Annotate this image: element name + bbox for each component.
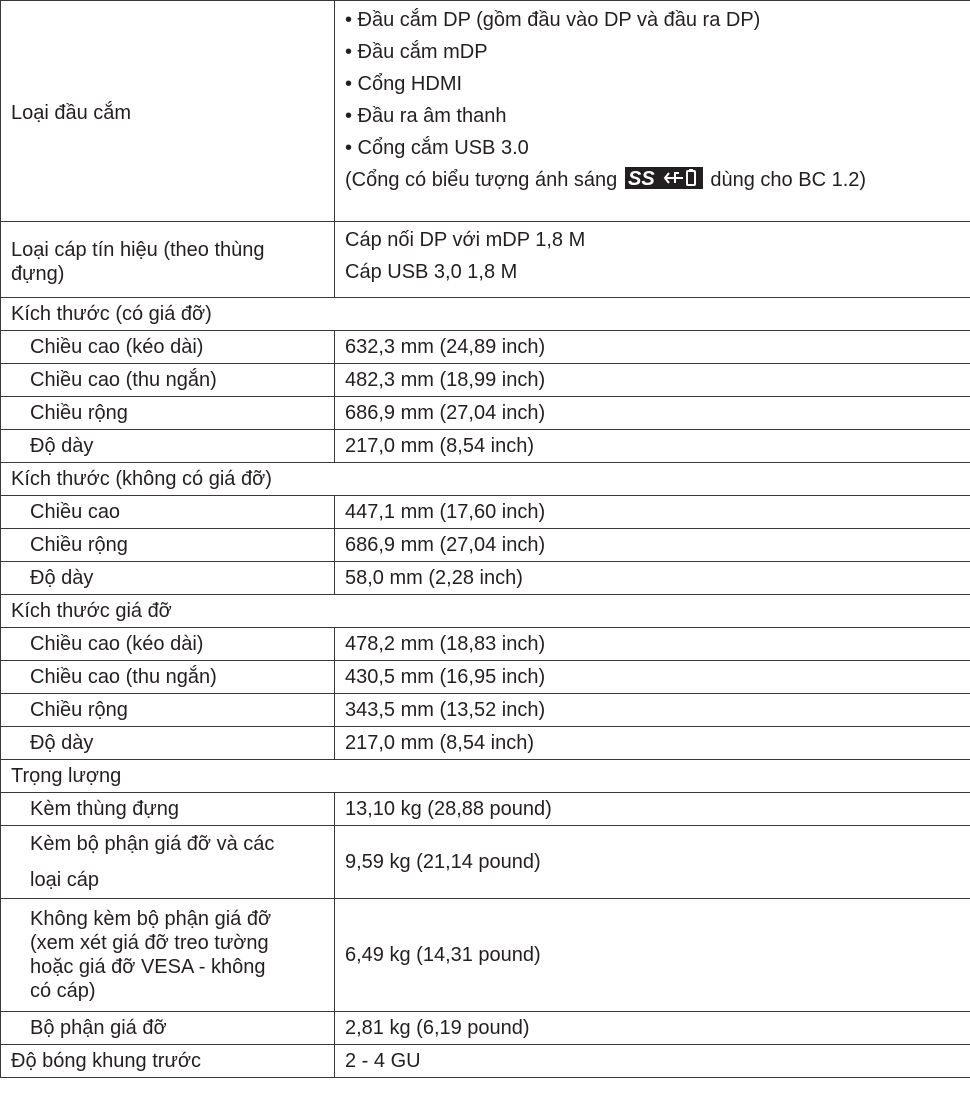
table-row: Không kèm bộ phận giá đỡ (xem xét giá đỡ… (0, 898, 970, 1012)
weight-with-stand-label: Kèm bộ phận giá đỡ và các loại cáp (0, 825, 335, 899)
connector-type-value: • Đầu cắm DP (gồm đầu vào DP và đầu ra D… (334, 0, 970, 222)
table-row: Chiều cao 447,1 mm (17,60 inch) (0, 495, 970, 529)
usb-ss-battery-icon: SS (624, 167, 703, 189)
table-row: Độ dày 58,0 mm (2,28 inch) (0, 561, 970, 595)
table-row: Loại đầu cắm • Đầu cắm DP (gồm đầu vào D… (0, 0, 970, 222)
connector-item: • Cổng HDMI (345, 73, 463, 95)
table-row: Kèm bộ phận giá đỡ và các loại cáp 9,59 … (0, 825, 970, 899)
signal-cable-value: Cáp nối DP với mDP 1,8 M Cáp USB 3,0 1,8… (334, 221, 970, 298)
table-row: Chiều cao (thu ngắn) 430,5 mm (16,95 inc… (0, 660, 970, 694)
table-row: Chiều rộng 686,9 mm (27,04 inch) (0, 528, 970, 562)
table-row: Kích thước giá đỡ (0, 594, 970, 628)
signal-cable-label: Loại cáp tín hiệu (theo thùng đựng) (0, 221, 335, 298)
usb-ss-icon-text: SS (628, 168, 655, 189)
weight-header: Trọng lượng (0, 759, 970, 793)
front-frame-gloss-value: 2 - 4 GU (334, 1044, 970, 1078)
connector-note: (Cổng có biểu tượng ánh sáng SS dùng cho… (345, 164, 970, 196)
table-row: Độ dày 217,0 mm (8,54 inch) (0, 429, 970, 463)
table-row: Chiều rộng 686,9 mm (27,04 inch) (0, 396, 970, 430)
table-row: Chiều cao (kéo dài) 632,3 mm (24,89 inch… (0, 330, 970, 364)
dimensions-with-stand-header: Kích thước (có giá đỡ) (0, 297, 970, 331)
connector-note-suffix: dùng cho BC 1.2) (710, 169, 867, 191)
table-row: Chiều cao (thu ngắn) 482,3 mm (18,99 inc… (0, 363, 970, 397)
table-row: Độ dày 217,0 mm (8,54 inch) (0, 726, 970, 760)
table-row: Kích thước (có giá đỡ) (0, 297, 970, 331)
spec-table: Loại đầu cắm • Đầu cắm DP (gồm đầu vào D… (0, 0, 970, 1078)
table-row: Chiều cao (kéo dài) 478,2 mm (18,83 inch… (0, 627, 970, 661)
table-row: Bộ phận giá đỡ 2,81 kg (6,19 pound) (0, 1011, 970, 1045)
connector-item: • Đầu cắm DP (gồm đầu vào DP và đầu ra D… (345, 9, 761, 31)
dimensions-without-stand-header: Kích thước (không có giá đỡ) (0, 462, 970, 496)
table-row: Trọng lượng (0, 759, 970, 793)
stand-dimensions-header: Kích thước giá đỡ (0, 594, 970, 628)
table-row: Loại cáp tín hiệu (theo thùng đựng) Cáp … (0, 221, 970, 298)
connector-item: • Đầu cắm mDP (345, 41, 488, 63)
connector-item: • Đầu ra âm thanh (345, 105, 507, 127)
connector-type-label: Loại đầu cắm (0, 0, 335, 222)
table-row: Kích thước (không có giá đỡ) (0, 462, 970, 496)
connector-note-prefix: (Cổng có biểu tượng ánh sáng (345, 169, 618, 191)
table-row: Kèm thùng đựng 13,10 kg (28,88 pound) (0, 792, 970, 826)
table-row: Chiều rộng 343,5 mm (13,52 inch) (0, 693, 970, 727)
front-frame-gloss-label: Độ bóng khung trước (0, 1044, 335, 1078)
weight-without-stand-label: Không kèm bộ phận giá đỡ (xem xét giá đỡ… (0, 898, 335, 1012)
connector-item: • Cổng cắm USB 3.0 (345, 137, 529, 159)
table-row: Độ bóng khung trước 2 - 4 GU (0, 1044, 970, 1078)
